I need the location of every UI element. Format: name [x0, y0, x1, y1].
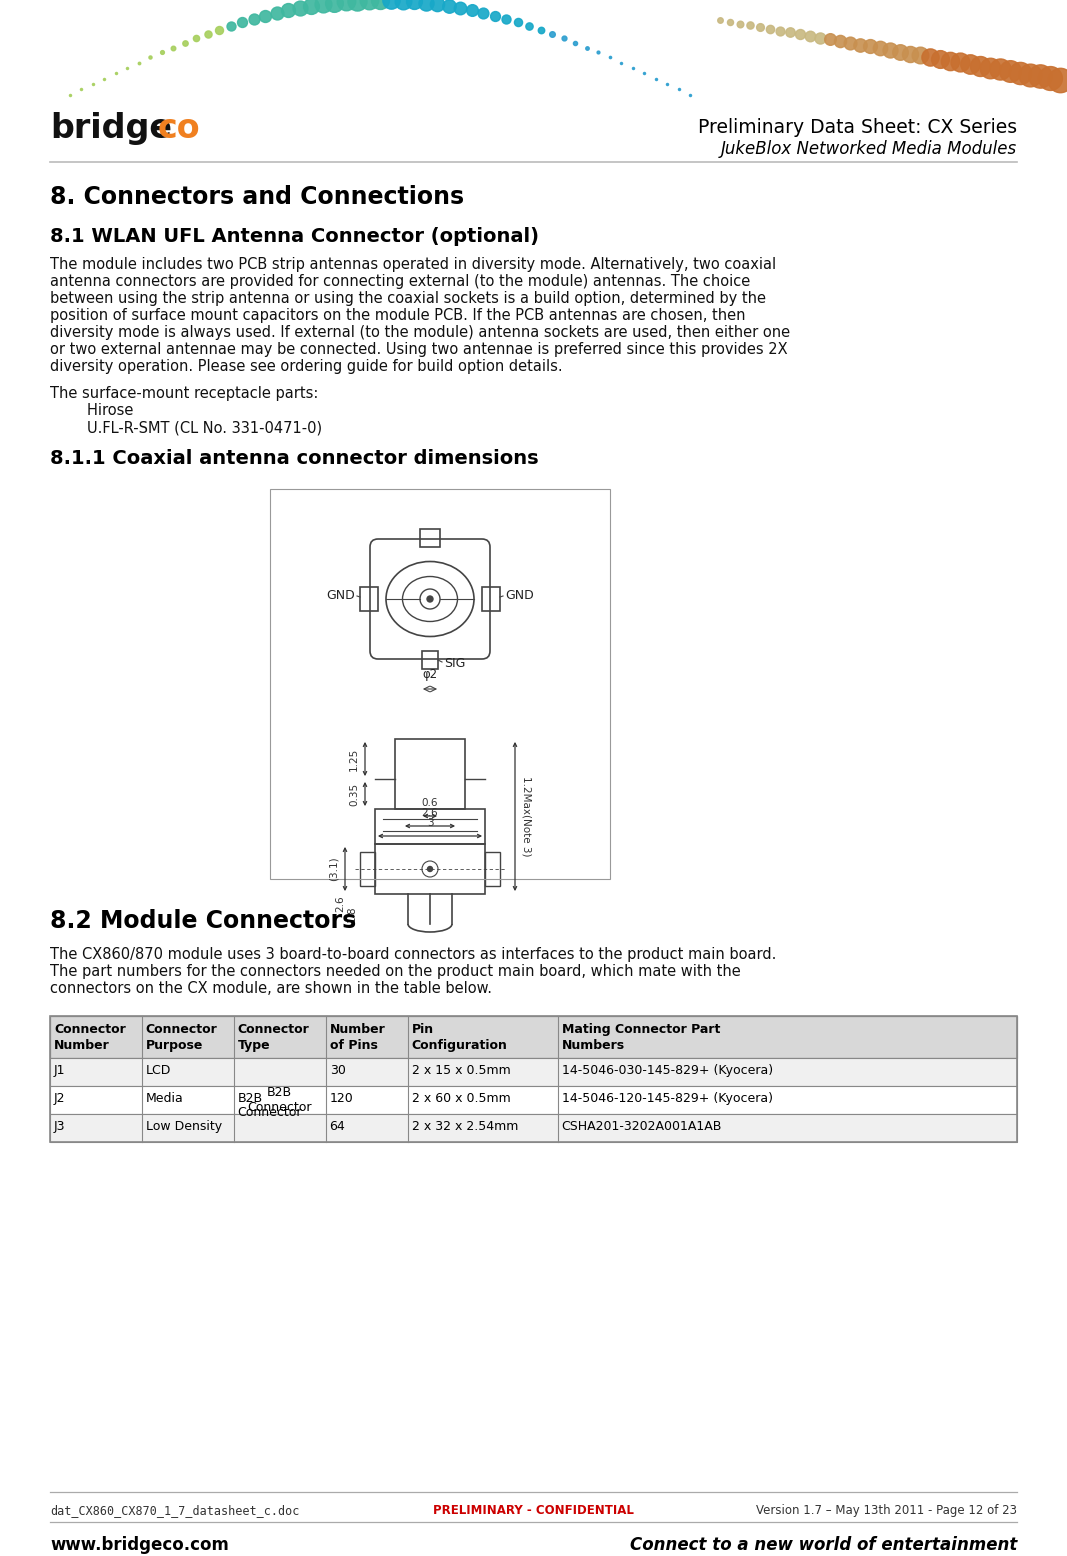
Text: antenna connectors are provided for connecting external (to the module) antennas: antenna connectors are provided for conn…	[50, 274, 750, 289]
Text: 14-5046-030-145-829+ (Kyocera): 14-5046-030-145-829+ (Kyocera)	[561, 1064, 773, 1077]
Text: of Pins: of Pins	[330, 1039, 378, 1052]
Bar	[375, 843, 485, 895]
Text: 8. Connectors and Connections: 8. Connectors and Connections	[50, 185, 464, 209]
Text: 30: 30	[330, 1064, 346, 1077]
Text: SIG: SIG	[444, 657, 465, 669]
Text: J1: J1	[54, 1064, 65, 1077]
Text: Pin: Pin	[412, 1022, 434, 1036]
Bar	[375, 809, 485, 843]
Bar	[420, 529, 440, 548]
Bar	[50, 1086, 1017, 1114]
Text: Preliminary Data Sheet: CX Series: Preliminary Data Sheet: CX Series	[698, 118, 1017, 137]
Text: LCD: LCD	[146, 1064, 171, 1077]
Text: 1.2Max(Note 3): 1.2Max(Note 3)	[521, 776, 531, 856]
Text: 2 x 32 x 2.54mm: 2 x 32 x 2.54mm	[412, 1120, 519, 1133]
Text: J2: J2	[54, 1092, 65, 1105]
Text: 1.8: 1.8	[347, 906, 357, 923]
Bar	[395, 739, 465, 809]
Text: Mating Connector Part: Mating Connector Part	[561, 1022, 720, 1036]
Text: position of surface mount capacitors on the module PCB. If the PCB antennas are : position of surface mount capacitors on …	[50, 308, 746, 324]
Text: Connector: Connector	[238, 1022, 309, 1036]
Text: dat_CX860_CX870_1_7_datasheet_c.doc: dat_CX860_CX870_1_7_datasheet_c.doc	[50, 1505, 300, 1517]
Text: 120: 120	[330, 1092, 353, 1105]
Text: CSHA201-3202A001A1AB: CSHA201-3202A001A1AB	[561, 1120, 722, 1133]
Text: 2 x 15 x 0.5mm: 2 x 15 x 0.5mm	[412, 1064, 510, 1077]
Text: U.FL-R-SMT (CL No. 331-0471-0): U.FL-R-SMT (CL No. 331-0471-0)	[50, 420, 322, 436]
Text: Configuration: Configuration	[412, 1039, 508, 1052]
Bar	[423, 650, 437, 669]
Text: B2B: B2B	[238, 1092, 262, 1105]
Bar	[50, 1058, 1017, 1086]
Text: (3.1): (3.1)	[329, 857, 339, 881]
Text: co: co	[158, 112, 201, 145]
Text: between using the strip antenna or using the coaxial sockets is a build option, : between using the strip antenna or using…	[50, 291, 766, 307]
Text: 0.6: 0.6	[421, 798, 439, 808]
Text: φ2: φ2	[423, 668, 437, 682]
Text: Number: Number	[54, 1039, 110, 1052]
Text: or two external antennae may be connected. Using two antennae is preferred since: or two external antennae may be connecte…	[50, 342, 787, 356]
Text: 0.35: 0.35	[349, 783, 359, 806]
Text: The CX860/870 module uses 3 board-to-board connectors as interfaces to the produ: The CX860/870 module uses 3 board-to-boa…	[50, 948, 777, 962]
Text: Connect to a new world of entertainment: Connect to a new world of entertainment	[630, 1536, 1017, 1554]
Text: The part numbers for the connectors needed on the product main board, which mate: The part numbers for the connectors need…	[50, 965, 740, 979]
Text: J3: J3	[54, 1120, 65, 1133]
Text: diversity operation. Please see ordering guide for build option details.: diversity operation. Please see ordering…	[50, 359, 562, 373]
Text: Hirose: Hirose	[50, 403, 133, 419]
Text: connectors on the CX module, are shown in the table below.: connectors on the CX module, are shown i…	[50, 980, 492, 996]
Text: 64: 64	[330, 1120, 346, 1133]
Text: PRELIMINARY - CONFIDENTIAL: PRELIMINARY - CONFIDENTIAL	[432, 1505, 634, 1517]
Text: The surface-mount receptacle parts:: The surface-mount receptacle parts:	[50, 386, 318, 401]
Text: diversity mode is always used. If external (to the module) antenna sockets are u: diversity mode is always used. If extern…	[50, 325, 791, 341]
Text: Connector: Connector	[54, 1022, 126, 1036]
Text: Purpose: Purpose	[146, 1039, 203, 1052]
Text: 2.6: 2.6	[335, 896, 345, 912]
Text: JukeBlox Networked Media Modules: JukeBlox Networked Media Modules	[721, 140, 1017, 159]
Text: GND: GND	[327, 588, 355, 602]
Text: 8.1.1 Coaxial antenna connector dimensions: 8.1.1 Coaxial antenna connector dimensio…	[50, 450, 539, 468]
Bar	[482, 587, 500, 612]
Text: Version 1.7 – May 13th 2011 - Page 12 of 23: Version 1.7 – May 13th 2011 - Page 12 of…	[757, 1505, 1017, 1517]
Bar	[50, 1016, 1017, 1058]
Text: Low Density: Low Density	[146, 1120, 222, 1133]
Bar	[485, 853, 500, 885]
Circle shape	[427, 596, 433, 602]
Text: Connector: Connector	[238, 1106, 302, 1119]
Circle shape	[428, 867, 432, 871]
Text: bridge: bridge	[50, 112, 172, 145]
Text: 3: 3	[427, 818, 433, 828]
Text: 14-5046-120-145-829+ (Kyocera): 14-5046-120-145-829+ (Kyocera)	[561, 1092, 773, 1105]
Text: 1.25: 1.25	[349, 747, 359, 770]
Bar	[270, 489, 610, 879]
Text: Connector: Connector	[146, 1022, 218, 1036]
Text: Number: Number	[330, 1022, 385, 1036]
Text: Type: Type	[238, 1039, 270, 1052]
Text: 8.1 WLAN UFL Antenna Connector (optional): 8.1 WLAN UFL Antenna Connector (optional…	[50, 227, 539, 246]
Bar	[360, 587, 378, 612]
Text: Numbers: Numbers	[561, 1039, 625, 1052]
Bar	[360, 853, 375, 885]
Text: Media: Media	[146, 1092, 184, 1105]
Bar	[50, 1016, 1017, 1142]
Text: 8.2 Module Connectors: 8.2 Module Connectors	[50, 909, 356, 934]
Text: The module includes two PCB strip antennas operated in diversity mode. Alternati: The module includes two PCB strip antenn…	[50, 257, 776, 272]
Text: www.bridgeco.com: www.bridgeco.com	[50, 1536, 229, 1554]
Text: 2.6: 2.6	[421, 808, 439, 818]
Text: 2 x 60 x 0.5mm: 2 x 60 x 0.5mm	[412, 1092, 510, 1105]
Bar	[50, 1114, 1017, 1142]
Text: B2B
Connector: B2B Connector	[248, 1086, 312, 1114]
Text: GND: GND	[505, 588, 534, 602]
